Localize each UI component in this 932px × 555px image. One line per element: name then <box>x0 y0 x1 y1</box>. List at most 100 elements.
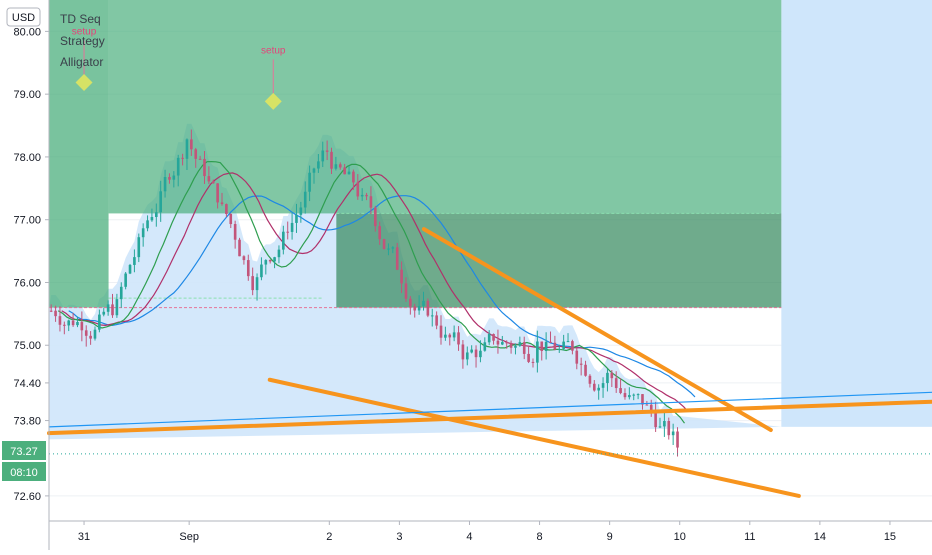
candle-body <box>422 300 425 306</box>
candle-body <box>190 139 193 150</box>
candle-body <box>356 182 360 197</box>
candle-body <box>172 175 176 180</box>
countdown-tag: 08:10 <box>2 462 46 481</box>
candle-body <box>474 349 478 358</box>
candle-body <box>229 213 233 225</box>
y-axis-ticks: 80.00 79.00 78.00 77.00 76.00 75.00 74.40 73.80… <box>13 26 49 503</box>
lips-line <box>57 160 685 424</box>
currency-badge-text: USD <box>12 12 35 24</box>
blue-trendline <box>48 391 932 428</box>
countdown-tag-box <box>2 462 46 481</box>
candle-body <box>426 300 430 316</box>
candle-body <box>159 191 163 213</box>
orange-trendline <box>267 377 801 498</box>
strategy-zone <box>108 0 782 214</box>
y-tick-label: 76.00 <box>13 277 41 289</box>
candle-body <box>667 421 671 436</box>
candle-body <box>369 196 373 208</box>
y-tick-label: 77.00 <box>13 215 41 227</box>
candle-body <box>321 150 325 162</box>
candle-body <box>255 277 259 291</box>
candle-body <box>487 334 491 343</box>
candle-body <box>277 249 281 258</box>
candle-body <box>557 348 561 350</box>
setup-diamond <box>75 74 93 92</box>
candle-body <box>439 325 443 338</box>
candle-body <box>601 383 605 388</box>
candle-body <box>435 315 438 326</box>
x-tick-label: 11 <box>744 531 755 543</box>
candle-body <box>290 222 294 232</box>
x-tick-label: 10 <box>674 531 686 543</box>
candle-body <box>400 269 403 284</box>
setup-label: setup <box>72 27 97 38</box>
candle-body <box>334 164 338 169</box>
candle-body <box>623 393 627 398</box>
candle-body <box>527 353 530 362</box>
indicator-legend[interactable]: TD Seq Strategy Alligator <box>60 12 105 69</box>
x-tick-label: 3 <box>396 531 402 543</box>
candle-body <box>137 237 141 258</box>
candle-body <box>268 260 272 262</box>
candle-body <box>378 226 382 240</box>
currency-badge-box <box>6 7 41 27</box>
candle-body <box>663 421 666 427</box>
indicator-alligator[interactable]: Alligator <box>60 55 103 69</box>
candle-body <box>549 341 552 343</box>
candle-body <box>251 276 254 291</box>
candle-body <box>360 194 364 197</box>
candle-body <box>163 177 167 192</box>
y-tick-label: 74.40 <box>13 378 41 390</box>
x-tick-label: 14 <box>814 531 826 543</box>
x-tick-label: 4 <box>466 531 472 543</box>
indicator-strategy[interactable]: Strategy <box>60 34 105 48</box>
trendlines-layer[interactable] <box>47 227 932 498</box>
candle-body <box>413 306 417 311</box>
moving-averages-layer <box>57 160 696 424</box>
candle-body <box>49 310 53 312</box>
candle-body <box>496 340 500 345</box>
currency-badge[interactable]: USD <box>6 7 41 27</box>
y-tick-label: 72.60 <box>13 491 41 503</box>
candle-body <box>606 372 609 384</box>
candle-body <box>185 139 189 159</box>
candle-body <box>649 404 653 411</box>
candle-body <box>308 172 311 192</box>
candle-body <box>514 345 517 348</box>
indicator-td-seq[interactable]: TD Seq <box>60 12 101 26</box>
candle-body <box>553 342 557 350</box>
candle-body <box>312 168 316 173</box>
candle-body <box>84 330 88 336</box>
candle-body <box>54 310 57 317</box>
candle-body <box>260 264 263 278</box>
x-tick-label: Sep <box>179 531 199 543</box>
candle-body <box>325 150 329 152</box>
candle-body <box>501 342 504 345</box>
candle-body <box>76 322 79 326</box>
candle-body <box>373 207 377 227</box>
setup-label: setup <box>261 45 286 56</box>
candle-body <box>430 315 434 317</box>
candle-body <box>233 224 237 240</box>
candle-body <box>654 410 657 428</box>
candle-body <box>452 332 456 338</box>
countdown-value: 08:10 <box>10 467 38 479</box>
candle-body <box>181 157 184 159</box>
candle-body <box>58 316 62 325</box>
candle-body <box>299 207 303 215</box>
strategy-zone <box>49 0 109 308</box>
candle-body <box>575 350 579 364</box>
candle-body <box>115 299 119 316</box>
candle-body <box>479 350 482 358</box>
candle-body <box>80 322 84 331</box>
strategy-zone <box>336 213 782 308</box>
candle-body <box>518 342 522 346</box>
candle-body <box>273 257 276 262</box>
candles-layer: setup setup <box>49 27 679 457</box>
candle-body <box>352 171 355 183</box>
candle-body <box>404 283 408 299</box>
candle-body <box>89 335 92 339</box>
candle-body <box>636 394 640 396</box>
background-layer <box>49 0 932 497</box>
